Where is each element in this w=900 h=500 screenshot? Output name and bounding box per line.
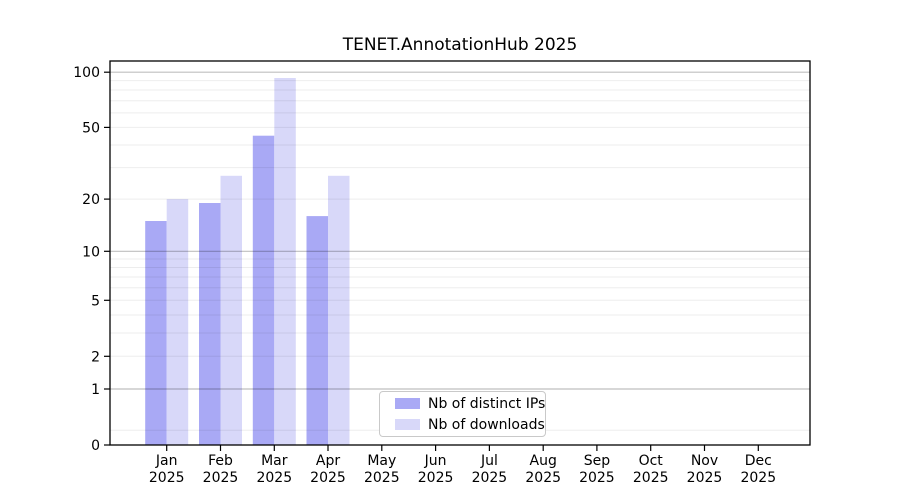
legend-swatch-downloads [395, 419, 420, 430]
bar-feb-nb-of-downloads [220, 175, 242, 446]
x-tick-label-jun-year: 2025 [418, 470, 454, 486]
x-tick-label-apr: Apr [316, 453, 340, 469]
y-tick-label-1: 1 [91, 382, 100, 398]
x-tick-label-mar-year: 2025 [256, 470, 292, 486]
x-tick-label-nov-year: 2025 [687, 470, 723, 486]
x-tick-label-jul-year: 2025 [472, 470, 508, 486]
x-tick-label-sep-year: 2025 [579, 470, 615, 486]
x-tick-label-feb: Feb [208, 453, 233, 469]
legend-item-downloads: Nb of downloads [395, 417, 545, 433]
x-tick-label-oct: Oct [639, 453, 664, 469]
y-tick-label-100: 100 [73, 65, 100, 81]
x-tick-label-dec: Dec [745, 453, 772, 469]
x-tick-label-jan: Jan [155, 453, 178, 469]
bar-mar-nb-of-downloads [274, 78, 296, 445]
x-tick-label-mar: Mar [261, 453, 288, 469]
x-tick-label-aug: Aug [530, 453, 557, 469]
y-tick-label-5: 5 [91, 293, 100, 309]
x-tick-label-may: May [367, 453, 396, 469]
chart-title: TENET.AnnotationHub 2025 [342, 35, 578, 55]
bar-jan-nb-of-distinct-ips [145, 221, 167, 445]
x-tick-label-feb-year: 2025 [203, 470, 239, 486]
x-tick-label-jun: Jun [424, 453, 447, 469]
x-tick-label-oct-year: 2025 [633, 470, 669, 486]
legend-label-downloads: Nb of downloads [428, 416, 545, 433]
y-tick-label-0: 0 [91, 438, 100, 454]
x-tick-label-may-year: 2025 [364, 470, 400, 486]
x-tick-label-nov: Nov [691, 453, 718, 469]
y-tick-label-20: 20 [82, 192, 100, 208]
bar-jan-nb-of-downloads [166, 199, 189, 445]
legend-swatch-distinct-ips [395, 398, 420, 409]
x-tick-label-dec-year: 2025 [740, 470, 776, 486]
legend-label-distinct-ips: Nb of distinct IPs [428, 395, 546, 412]
y-tick-label-10: 10 [82, 244, 100, 260]
x-tick-label-aug-year: 2025 [525, 470, 561, 486]
legend-item-distinct-ips: Nb of distinct IPs [395, 396, 545, 412]
legend: Nb of distinct IPs Nb of downloads [379, 391, 546, 437]
y-tick-label-50: 50 [82, 120, 100, 136]
x-tick-label-apr-year: 2025 [310, 470, 346, 486]
bar-apr-nb-of-distinct-ips [306, 216, 328, 445]
y-tick-label-2: 2 [91, 349, 100, 365]
x-tick-label-jan-year: 2025 [149, 470, 185, 486]
bar-feb-nb-of-distinct-ips [199, 203, 221, 445]
bar-apr-nb-of-downloads [328, 175, 350, 446]
x-tick-label-jul: Jul [480, 453, 498, 469]
axes-frame [109, 60, 811, 446]
bar-mar-nb-of-distinct-ips [252, 135, 275, 445]
x-tick-label-sep: Sep [584, 453, 611, 469]
